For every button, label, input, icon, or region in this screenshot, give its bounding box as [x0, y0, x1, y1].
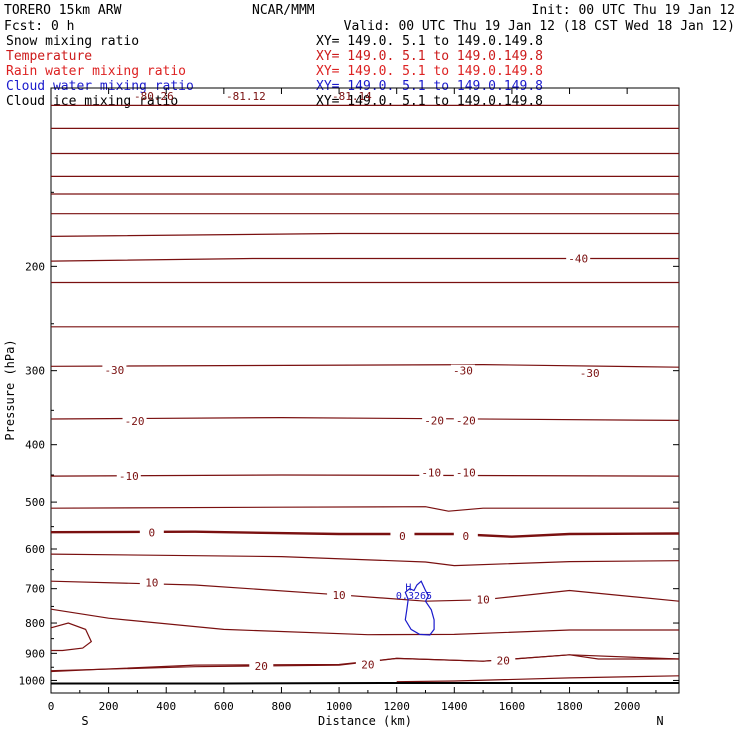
y-tick-label: 500 — [25, 496, 45, 509]
isotherm-label-layer: -40 -30 -30 -30 -20 -20 -20 -10 -10 -10 0 0 0 10 10 10 2… — [102, 252, 602, 673]
x-tick-label: 800 — [272, 700, 292, 713]
field-snow-xy: XY= 149.0. 5.1 to 149.0.149.8 — [316, 34, 543, 49]
isotherm-line-13 — [50, 506, 679, 512]
isotherm-line-6 — [50, 232, 679, 237]
surface-line — [51, 682, 679, 685]
isotherm-label-bg — [566, 252, 591, 265]
x-tick-label: 1000 — [326, 700, 353, 713]
isotherm-label-18: 20 — [497, 655, 510, 668]
field-temperature: Temperature — [6, 49, 92, 64]
field-snow: Snow mixing ratio — [6, 34, 139, 49]
axis-layer: 0 200 400 600 800 1000 1200 1400 1600 1800 2000200… — [19, 88, 679, 713]
isotherm-label-bg — [422, 414, 447, 427]
x-end-label-north: N — [656, 714, 663, 728]
field-rain: Rain water mixing ratio — [6, 64, 186, 79]
isotherm-label-bg — [139, 526, 164, 539]
isotherm-label-10: 0 — [149, 527, 156, 540]
isotherm-label-16: 20 — [255, 660, 268, 673]
field-cloud-water-xy: XY= 149.0. 5.1 to 149.0.149.8 — [316, 79, 543, 94]
overlap-label-3: -81.14 — [332, 90, 372, 103]
org-label: NCAR/MMM — [252, 3, 315, 18]
y-tick-label: 600 — [25, 543, 45, 556]
isotherm-label-bg — [577, 367, 602, 380]
x-tick-label: 1400 — [441, 700, 468, 713]
isotherm-label-bg — [453, 414, 478, 427]
isotherm-layer — [50, 104, 680, 685]
overlap-label-1: -80.26 — [134, 90, 174, 103]
isotherm-label-17: 20 — [361, 659, 374, 672]
x-tick-label: 200 — [99, 700, 119, 713]
isotherm-label-1: -30 — [104, 364, 124, 377]
isotherm-label-bg — [450, 364, 475, 377]
isotherm-label-6: -20 — [456, 414, 476, 427]
y-tick-label: 900 — [25, 647, 45, 660]
isotherm-label-bg — [471, 593, 496, 606]
isotherm-line-15 — [50, 553, 680, 567]
init-label: Init: 00 UTC Thu 19 Jan 12 — [532, 3, 736, 18]
x-tick-label: 1800 — [556, 700, 583, 713]
isotherm-label-2: -30 — [453, 365, 473, 378]
fcst-label: Fcst: 0 h — [4, 19, 74, 34]
plot-frame — [50, 87, 680, 694]
x-axis-title: Distance (km) — [318, 714, 412, 728]
isotherm-label-bg — [453, 529, 478, 542]
cloud-water-layer: H0.3265 — [396, 580, 435, 636]
isotherm-label-13: 10 — [145, 577, 158, 590]
y-tick-label: 800 — [25, 617, 45, 630]
isotherm-label-bg — [102, 363, 127, 376]
isotherm-label-8: -10 — [421, 467, 441, 480]
cloud-water-max-label: H — [405, 583, 411, 594]
x-tick-label: 400 — [156, 700, 176, 713]
y-tick-label: 200 — [25, 260, 45, 273]
isotherm-label-15: 10 — [476, 593, 489, 606]
x-tick-label: 1600 — [499, 700, 526, 713]
cloud-water-max-value: 0.3265 — [396, 591, 432, 602]
model-title: TORERO 15km ARW — [4, 3, 122, 18]
isotherm-label-4: -20 — [125, 415, 145, 428]
y-tick-label: 300 — [25, 365, 45, 378]
y-axis-title: Pressure (hPa) — [3, 339, 17, 440]
isotherm-label-bg — [491, 654, 516, 667]
overlap-label-2: -81.12 — [226, 90, 266, 103]
isotherm-closed-contour — [50, 622, 93, 652]
valid-label: Valid: 00 UTC Thu 19 Jan 12 (18 CST Wed … — [344, 19, 735, 34]
x-tick-label: 600 — [214, 700, 234, 713]
isotherm-label-bg — [419, 466, 444, 479]
isotherm-label-14: 10 — [332, 589, 345, 602]
isotherm-line-19 — [50, 654, 680, 673]
isotherm-line-12 — [50, 474, 680, 477]
isotherm-label-11: 0 — [399, 530, 406, 543]
isotherm-label-bg — [139, 576, 164, 589]
field-temperature-xy: XY= 149.0. 5.1 to 149.0.149.8 — [316, 49, 543, 64]
x-tick-label: 0 — [48, 700, 55, 713]
isotherm-line-10 — [50, 363, 680, 368]
x-tick-label: 2000 — [614, 700, 641, 713]
isotherm-label-bg — [122, 415, 147, 428]
isotherm-line-20 — [396, 675, 680, 683]
isotherm-label-bg — [355, 658, 380, 671]
isotherm-label-3: -30 — [580, 367, 600, 380]
isotherm-label-bg — [453, 466, 478, 479]
isotherm-label-9: -10 — [456, 467, 476, 480]
y-tick-label: 1000 — [19, 674, 46, 687]
isotherm-label-5: -20 — [424, 414, 444, 427]
x-tick-label: 1200 — [383, 700, 410, 713]
isotherm-label-12: 0 — [463, 530, 470, 543]
y-tick-label: 700 — [25, 583, 45, 596]
field-rain-xy: XY= 149.0. 5.1 to 149.0.149.8 — [316, 64, 543, 79]
isotherm-label-bg — [249, 659, 274, 672]
isotherm-label-bg — [327, 589, 352, 602]
isotherm-line-7 — [50, 257, 679, 262]
isotherm-label-bg — [116, 470, 141, 483]
isotherm-line-17 — [50, 608, 679, 636]
cloud-water-contour — [404, 580, 435, 636]
isotherm-label-7: -10 — [119, 470, 139, 483]
field-cloud-water: Cloud water mixing ratio — [6, 79, 194, 94]
y-tick-label: 400 — [25, 439, 45, 452]
isotherm-label-bg — [390, 529, 415, 542]
isotherm-label-0: -40 — [568, 253, 588, 266]
x-end-label-south: S — [81, 714, 88, 728]
